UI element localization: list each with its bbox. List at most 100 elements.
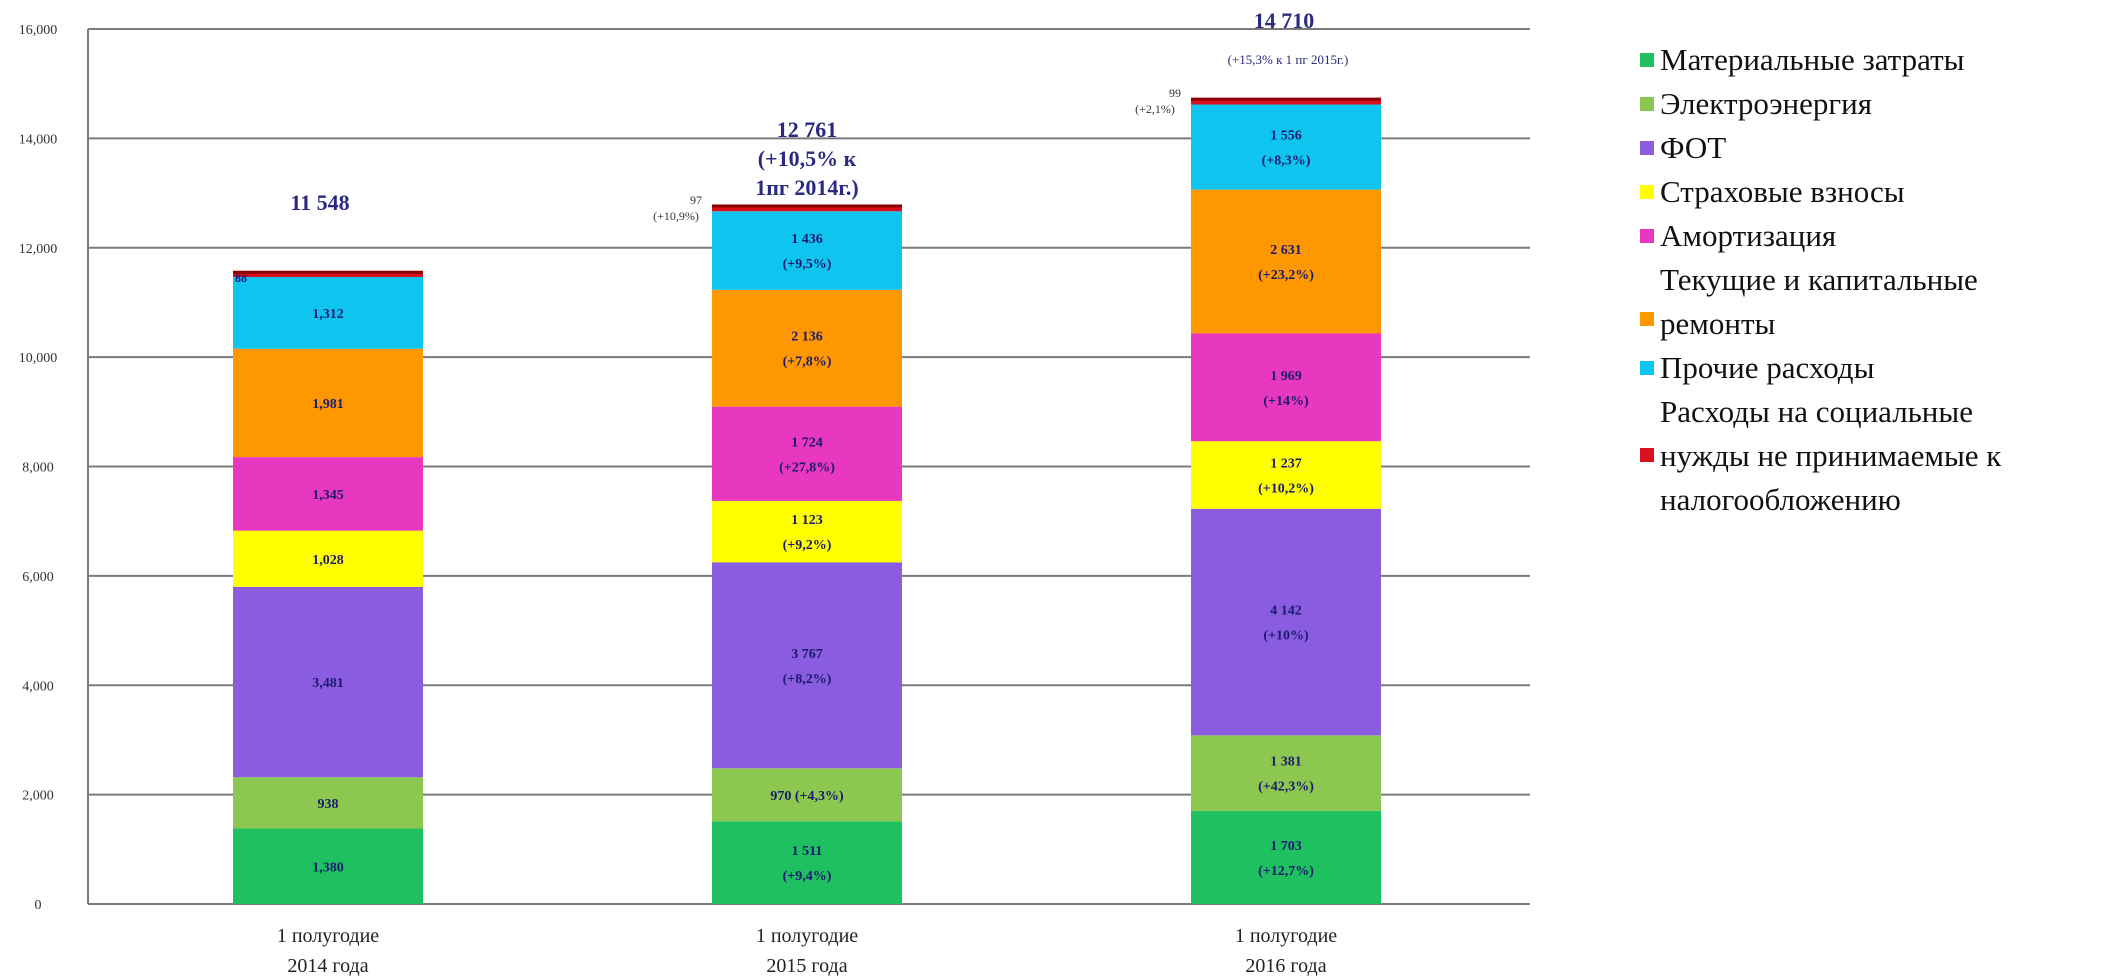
data-label: 3,481 [312, 676, 344, 691]
bar-segment [1191, 99, 1381, 105]
legend-swatch [1640, 141, 1654, 155]
legend-swatch [1640, 361, 1654, 375]
x-tick-label: 2015 года [766, 955, 847, 977]
legend-item: Амортизация [1640, 214, 2110, 258]
data-label: 938 [318, 797, 339, 812]
y-tick-label: 12,000 [19, 242, 58, 257]
data-label: (+27,8%) [779, 460, 835, 475]
data-label: 97 [690, 193, 702, 207]
bar-segment [712, 289, 902, 407]
data-label: 970 (+4,3%) [770, 789, 844, 804]
data-label: 2 631 [1270, 243, 1302, 258]
data-label: 1,981 [312, 397, 344, 412]
bar-segment [712, 500, 902, 563]
bar-segment [233, 272, 423, 278]
data-label: (+9,5%) [783, 257, 832, 272]
legend-label: Материальные затраты [1660, 42, 1965, 77]
data-label: 1,380 [312, 860, 344, 875]
legend-item: Материальные затраты [1640, 38, 2110, 82]
data-label: (+9,4%) [783, 869, 832, 884]
data-label: 1 556 [1270, 129, 1302, 144]
legend-swatch [1640, 448, 1654, 462]
y-tick-label: 0 [35, 898, 42, 913]
data-label: 1 436 [791, 232, 823, 247]
legend-swatch [1640, 229, 1654, 243]
bar-segment [233, 348, 423, 458]
data-label: 1 511 [792, 844, 823, 859]
legend-item: ФОТ [1640, 126, 2110, 170]
data-label: 99 [1169, 86, 1181, 100]
y-tick-label: 6,000 [22, 570, 54, 585]
data-label: 4 142 [1270, 604, 1302, 619]
data-label: (+8,2%) [783, 672, 832, 687]
legend-label: Страховые взносы [1660, 174, 1905, 209]
data-label: (+10,9%) [653, 209, 699, 223]
x-tick-label: 1 полугодие [1235, 925, 1337, 947]
y-tick-label: 14,000 [19, 132, 58, 147]
bar-segment [712, 406, 902, 501]
data-label: (+12,7%) [1258, 864, 1314, 879]
bar-segment [1191, 810, 1381, 904]
total-label: 14 710 [1254, 8, 1315, 33]
y-tick-label: 16,000 [19, 23, 58, 38]
data-label: (+8,3%) [1262, 154, 1311, 169]
bar-segment [712, 562, 902, 769]
y-tick-label: 2,000 [22, 789, 54, 804]
bar-segment [233, 457, 423, 531]
total-label: (+10,5% к [758, 146, 857, 171]
data-label: 3 767 [791, 647, 823, 662]
legend-item: Расходы на социальные нужды не принимаемы… [1640, 390, 2110, 522]
bar-segment [712, 211, 902, 290]
total-label: (+15,3% к 1 пг 2015г.) [1228, 52, 1349, 67]
data-label: (+9,2%) [783, 538, 832, 553]
bar-segment [1191, 104, 1381, 190]
legend-swatch [1640, 312, 1654, 326]
y-tick-label: 4,000 [22, 679, 54, 694]
data-label: 1 237 [1270, 457, 1302, 472]
bar-segment [233, 586, 423, 778]
data-label: 1,028 [312, 553, 344, 568]
bar-segment [712, 205, 902, 212]
data-label: 1 123 [791, 513, 823, 528]
bar-segment [1191, 333, 1381, 442]
legend-label: Амортизация [1660, 218, 1837, 253]
bar-segment [1191, 735, 1381, 811]
data-label: 88 [235, 271, 247, 285]
bar-segment [233, 277, 423, 349]
data-label: 1 381 [1270, 755, 1302, 770]
data-label: (+14%) [1263, 394, 1309, 409]
data-label: 1 724 [791, 435, 823, 450]
data-label: 1,345 [312, 488, 344, 503]
legend-label: ФОТ [1660, 130, 1727, 165]
x-tick-label: 1 полугодие [756, 925, 858, 947]
y-tick-label: 8,000 [22, 461, 54, 476]
bar-segment [233, 530, 423, 587]
bar-segment [233, 828, 423, 904]
legend-item: Текущие и капитальные ремонты [1640, 258, 2110, 346]
chart-plot-area: 0 2,000 4,000 6,000 8,000 10,000 12,000 14,000 1… [19, 8, 1530, 977]
legend-item: Страховые взносы [1640, 170, 2110, 214]
x-tick-label: 2014 года [287, 955, 368, 977]
legend-label: Расходы на социальные нужды не принимаемы… [1660, 394, 2002, 517]
bar-segment [1191, 189, 1381, 334]
legend-label: Электроэнергия [1660, 86, 1872, 121]
bar-segment [712, 821, 902, 904]
data-label: (+10,2%) [1258, 482, 1314, 497]
data-label: (+10%) [1263, 629, 1309, 644]
x-tick-label: 2016 года [1245, 955, 1326, 977]
x-tick-label: 1 полугодие [277, 925, 379, 947]
data-label: 1 969 [1270, 369, 1302, 384]
y-tick-label: 10,000 [19, 351, 58, 366]
legend-item: Прочие расходы [1640, 346, 2110, 390]
legend-swatch [1640, 53, 1654, 67]
bar-segment [712, 768, 902, 822]
bar-segment [233, 777, 423, 829]
data-label: 2 136 [791, 330, 823, 345]
total-label: 1пг 2014г.) [755, 175, 859, 200]
data-label: (+23,2%) [1258, 268, 1314, 283]
bar-segment [1191, 441, 1381, 509]
data-label: 1,312 [312, 307, 344, 322]
data-label: 1 703 [1270, 839, 1302, 854]
legend-item: Электроэнергия [1640, 82, 2110, 126]
